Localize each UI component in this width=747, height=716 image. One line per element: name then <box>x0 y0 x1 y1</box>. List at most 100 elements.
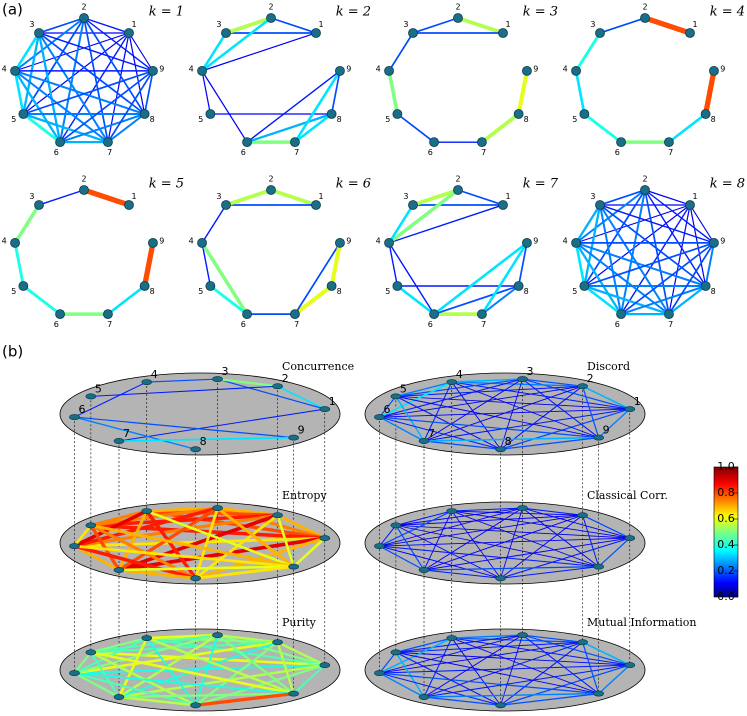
edge <box>395 395 600 439</box>
edge <box>583 203 602 288</box>
edge <box>22 32 130 115</box>
edge <box>451 637 631 666</box>
layer-name: Entropy <box>282 489 327 502</box>
node <box>79 185 89 195</box>
edge <box>582 112 623 144</box>
edge <box>59 32 130 143</box>
node-label: 6 <box>54 320 59 329</box>
node-label: 2 <box>642 175 647 184</box>
node <box>290 309 300 320</box>
edge <box>423 507 523 571</box>
edge <box>500 664 631 706</box>
edge <box>128 32 154 72</box>
node <box>326 281 337 291</box>
node <box>498 28 508 38</box>
edge <box>90 385 279 397</box>
node <box>55 137 65 148</box>
node-label: 5 <box>11 287 16 296</box>
edge <box>581 641 600 695</box>
node <box>221 28 231 38</box>
node-label: 7 <box>428 427 435 440</box>
node-label: 8 <box>337 287 342 296</box>
edge <box>146 378 219 383</box>
edge <box>581 514 631 539</box>
edge <box>395 381 453 398</box>
node-label: 6 <box>241 320 246 329</box>
node <box>522 237 532 248</box>
node <box>124 200 134 210</box>
edge <box>73 671 121 699</box>
edge <box>451 510 584 516</box>
edge <box>423 440 502 450</box>
node <box>242 309 252 320</box>
edge <box>194 536 327 580</box>
edge <box>379 514 583 547</box>
node <box>577 383 588 390</box>
edge <box>395 651 631 666</box>
edge <box>208 284 249 316</box>
edge <box>117 568 198 580</box>
edge <box>423 664 631 698</box>
edge <box>395 524 600 568</box>
node <box>221 200 231 210</box>
edge <box>423 696 502 706</box>
node-label: 8 <box>337 115 342 124</box>
edge <box>395 510 453 526</box>
node-label: 6 <box>428 320 433 329</box>
edge <box>575 241 707 287</box>
edge <box>689 204 715 244</box>
edge <box>387 203 415 245</box>
node <box>85 649 97 656</box>
node-label: 2 <box>268 175 273 184</box>
edge <box>668 204 691 315</box>
node <box>197 237 207 248</box>
edge <box>395 395 425 442</box>
edge <box>378 395 397 418</box>
edge <box>329 240 342 289</box>
edge <box>423 537 631 571</box>
edge <box>22 70 154 115</box>
edge <box>500 566 600 579</box>
edge <box>89 651 327 667</box>
node-label: 3 <box>216 20 221 29</box>
edge <box>451 510 631 539</box>
edge <box>451 381 600 439</box>
edge <box>521 634 631 666</box>
node <box>685 28 695 38</box>
node <box>212 505 223 512</box>
node-label: 7 <box>294 148 299 157</box>
edge <box>276 513 295 568</box>
edge <box>73 381 148 418</box>
node-label: 2 <box>642 3 647 12</box>
edge <box>13 69 25 116</box>
node <box>453 185 463 195</box>
node-label: 1 <box>329 395 336 408</box>
node <box>148 237 158 248</box>
node <box>319 662 331 669</box>
layer-name: Classical Corr. <box>587 489 668 502</box>
node-label: 6 <box>54 148 59 157</box>
node-label: 7 <box>107 148 112 157</box>
edge <box>522 507 584 516</box>
node <box>446 508 458 514</box>
node <box>139 109 150 119</box>
edge <box>38 189 85 206</box>
k-label: k = 5 <box>149 177 184 192</box>
node-label: 9 <box>603 424 610 437</box>
node <box>579 109 590 119</box>
edge <box>269 188 318 207</box>
node <box>517 632 528 639</box>
colorbar-tick-label: 0.0 <box>717 590 735 603</box>
edge <box>451 634 524 639</box>
edge <box>500 537 631 579</box>
edge <box>89 651 295 695</box>
node-label: 3 <box>29 192 34 201</box>
edge <box>668 242 715 315</box>
node-label: 8 <box>150 287 155 296</box>
edge <box>480 285 520 316</box>
node <box>55 309 65 320</box>
node-label: 3 <box>222 365 229 378</box>
edge <box>599 204 715 244</box>
node-label: 7 <box>294 320 299 329</box>
edge <box>581 385 631 410</box>
